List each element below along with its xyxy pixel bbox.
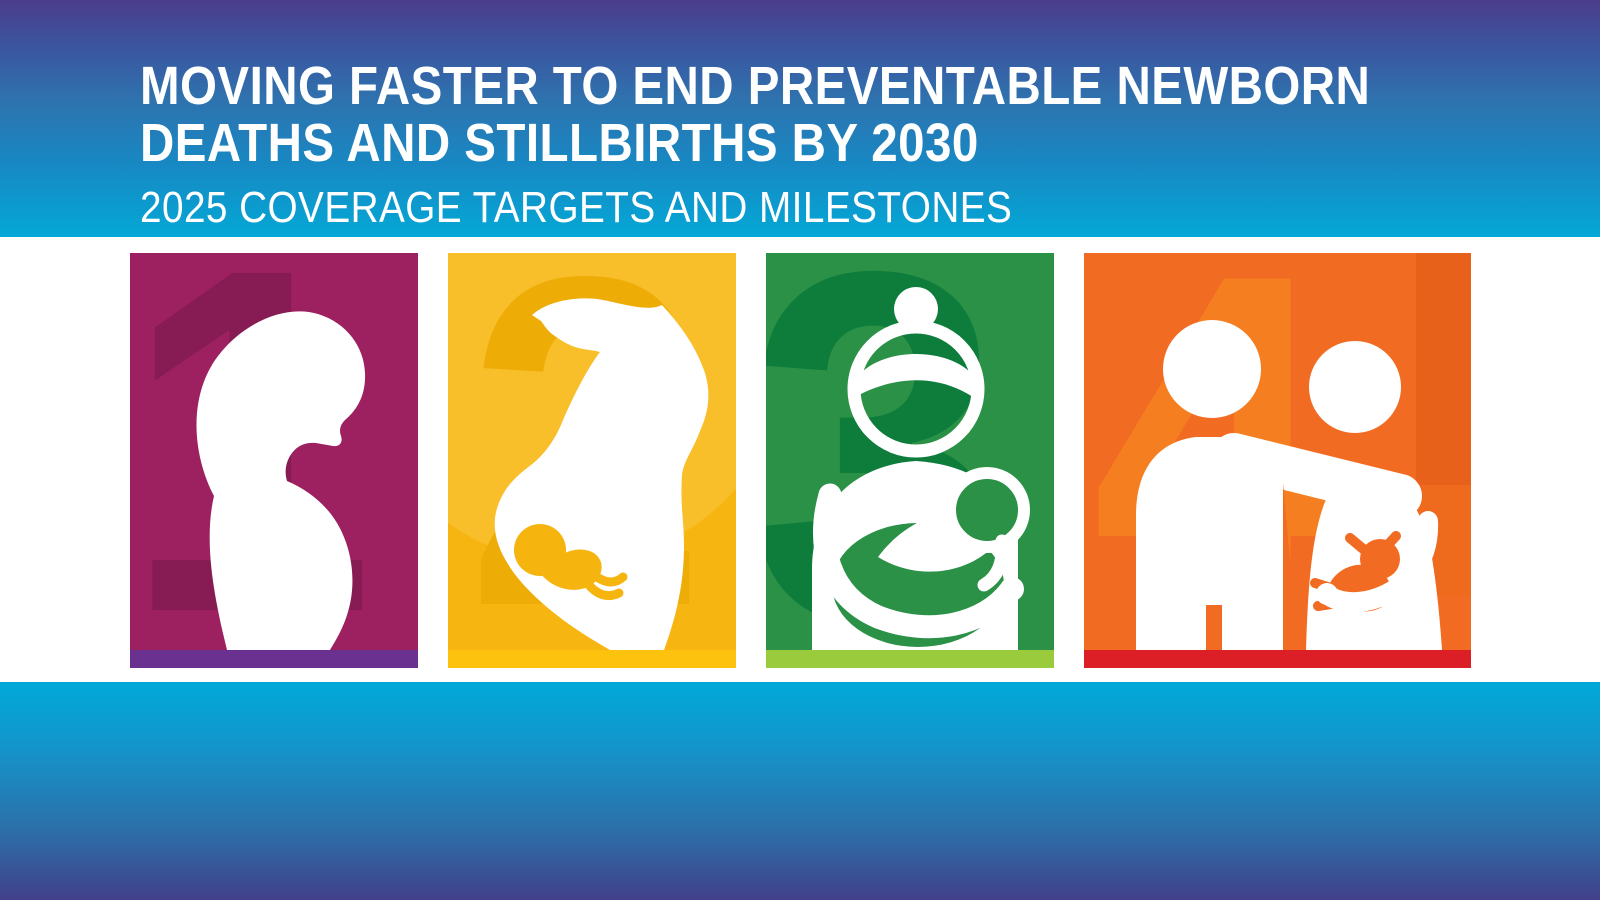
panel-pregnant-woman: 1 — [130, 253, 418, 668]
panel-color-strip — [448, 650, 736, 668]
background-accent-shape — [1416, 253, 1471, 485]
subtitle: 2025 COVERAGE TARGETS AND MILESTONES — [140, 183, 1013, 232]
pregnant-woman-fetus-icon — [494, 298, 709, 650]
title-line-1: MOVING FASTER TO END PREVENTABLE NEWBORN — [140, 56, 1371, 116]
title-line-2: DEATHS AND STILLBIRTHS BY 2030 — [140, 113, 979, 173]
header-band: MOVING FASTER TO END PREVENTABLE NEWBORN… — [0, 0, 1600, 237]
panel-color-strip — [766, 650, 1054, 668]
panel-color-strip — [130, 650, 418, 668]
panel-mother-newborn: 3 — [766, 253, 1054, 668]
pregnant-woman-icon — [196, 311, 366, 650]
panel-band: 1 2 3 — [0, 237, 1600, 682]
panel-family: 4 — [1084, 253, 1471, 668]
panel-pregnant-woman-fetus: 2 — [448, 253, 736, 668]
panel-color-strip — [1084, 650, 1471, 668]
footer-band: unicef for every child — [0, 682, 1600, 900]
family-with-baby-icon — [1136, 320, 1442, 650]
mother-holding-baby-icon — [812, 287, 1030, 650]
title-block: MOVING FASTER TO END PREVENTABLE NEWBORN… — [140, 58, 1370, 231]
fetus-icon — [514, 524, 628, 601]
